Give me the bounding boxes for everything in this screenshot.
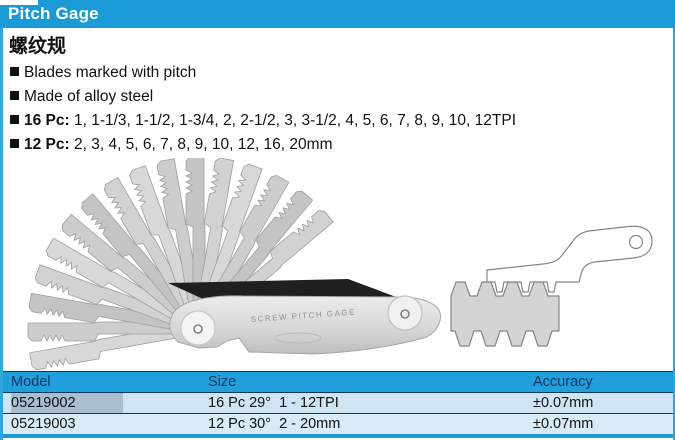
corner-notch [0,0,38,5]
model-cell: 05219002 [3,393,200,413]
figure-area: SCREW PITCH GAGE [27,158,653,370]
feature-label: 12 Pc: [24,136,70,153]
model-number-highlighted: 05219002 [11,393,123,413]
table-row: 05219003 12 Pc 30° 2 - 20mm ±0.07mm [3,414,673,434]
table-header-row: Model Size Accuracy [3,372,673,393]
spec-table: Model Size Accuracy 05219002 16 Pc 29° 1… [3,371,673,438]
feature-list: Blades marked with pitch Made of alloy s… [10,61,516,157]
feature-item: Blades marked with pitch [10,61,516,85]
feature-text: 1, 1-1/3, 1-1/2, 1-3/4, 2, 2-1/2, 3, 3-1… [73,112,516,129]
size-cell: 12 Pc 30° 2 - 20mm [208,416,341,432]
table-row: 05219002 16 Pc 29° 1 - 12TPI ±0.07mm [3,393,673,414]
gauge-handle [169,295,441,355]
blade-diagram [450,225,653,347]
page-title: Pitch Gage [8,4,99,23]
feature-item: 16 Pc: 1, 1-1/3, 1-1/2, 1-3/4, 2, 2-1/2,… [10,109,516,133]
col-header-size: Size [208,374,237,390]
size-cell: 16 Pc 29° 1 - 12TPI [208,395,339,411]
bullet-square-icon [10,115,19,124]
feature-text: 2, 3, 4, 5, 6, 7, 8, 9, 10, 12, 16, 20mm [73,136,333,153]
feature-text: Made of alloy steel [24,88,154,105]
bullet-square-icon [10,67,19,76]
feature-item: 12 Pc: 2, 3, 4, 5, 6, 7, 8, 9, 10, 12, 1… [10,133,516,157]
accuracy-cell: ±0.07mm [533,416,594,432]
bullet-square-icon [10,91,19,100]
bullet-square-icon [10,139,19,148]
chinese-subtitle: 螺纹规 [9,36,67,57]
feature-text: Blades marked with pitch [24,64,197,81]
product-photo: SCREW PITCH GAGE [27,158,441,370]
col-header-model: Model [11,374,51,390]
content-area: 螺纹规 Blades marked with pitch Made of all… [0,28,675,440]
accuracy-cell: ±0.07mm [533,395,594,411]
pivot-rivet [180,310,216,346]
thread-profile-block [450,281,560,347]
model-cell: 05219003 [11,416,76,432]
title-bar: Pitch Gage [0,0,675,28]
gauge-blade-outline [486,225,653,293]
col-header-accuracy: Accuracy [533,374,593,390]
end-rivet [387,295,423,331]
blade-hole [628,234,644,250]
feature-item: Made of alloy steel [10,85,516,109]
feature-label: 16 Pc: [24,112,70,129]
